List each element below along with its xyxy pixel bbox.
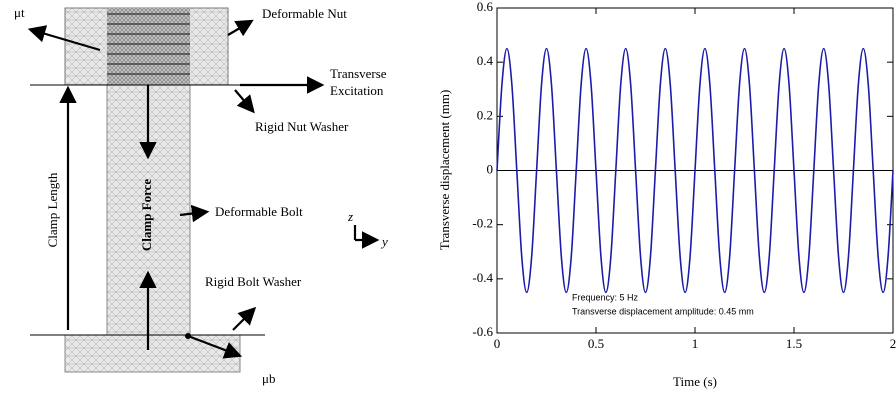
y-tick-label: 0 bbox=[487, 161, 494, 176]
label: Clamp Force bbox=[139, 179, 154, 252]
x-tick-label: 0 bbox=[494, 336, 501, 351]
label: y bbox=[380, 234, 388, 249]
label: Clamp Length bbox=[45, 172, 60, 247]
label: Excitation bbox=[330, 83, 384, 98]
x-axis-label: Time (s) bbox=[673, 374, 717, 389]
y-axis-label: Transverse displacement (mm) bbox=[437, 90, 452, 251]
y-tick-label: 0.2 bbox=[477, 107, 493, 122]
arrow bbox=[233, 310, 253, 330]
axis-glyph bbox=[355, 225, 375, 240]
label: Deformable Nut bbox=[262, 6, 347, 21]
contact-point bbox=[185, 333, 191, 339]
x-tick-label: 1.5 bbox=[786, 336, 802, 351]
x-tick-label: 2 bbox=[890, 336, 896, 351]
label: z bbox=[347, 209, 353, 224]
label: Deformable Bolt bbox=[215, 204, 303, 219]
y-tick-label: -0.4 bbox=[472, 270, 493, 285]
arrow bbox=[235, 90, 252, 110]
label: Transverse bbox=[330, 66, 387, 81]
figure: μt Deformable Nut Transverse Excitation … bbox=[0, 0, 896, 398]
annotation: Frequency: 5 Hz bbox=[572, 292, 639, 302]
label: Rigid Nut Washer bbox=[255, 119, 349, 134]
label: μb bbox=[262, 371, 275, 386]
annotation: Transverse displacement amplitude: 0.45 … bbox=[572, 306, 754, 316]
y-tick-label: 0.4 bbox=[477, 53, 494, 68]
y-tick-label: -0.6 bbox=[472, 324, 493, 339]
bolt-diagram: μt Deformable Nut Transverse Excitation … bbox=[14, 5, 388, 386]
label: μt bbox=[14, 5, 25, 20]
y-tick-label: -0.2 bbox=[472, 216, 493, 231]
x-tick-label: 0.5 bbox=[588, 336, 604, 351]
bolt-head bbox=[65, 335, 240, 372]
x-tick-label: 1 bbox=[692, 336, 699, 351]
label: Rigid Bolt Washer bbox=[205, 274, 302, 289]
arrow bbox=[228, 22, 250, 35]
line-series bbox=[497, 49, 893, 293]
y-tick-label: 0.6 bbox=[477, 0, 494, 14]
